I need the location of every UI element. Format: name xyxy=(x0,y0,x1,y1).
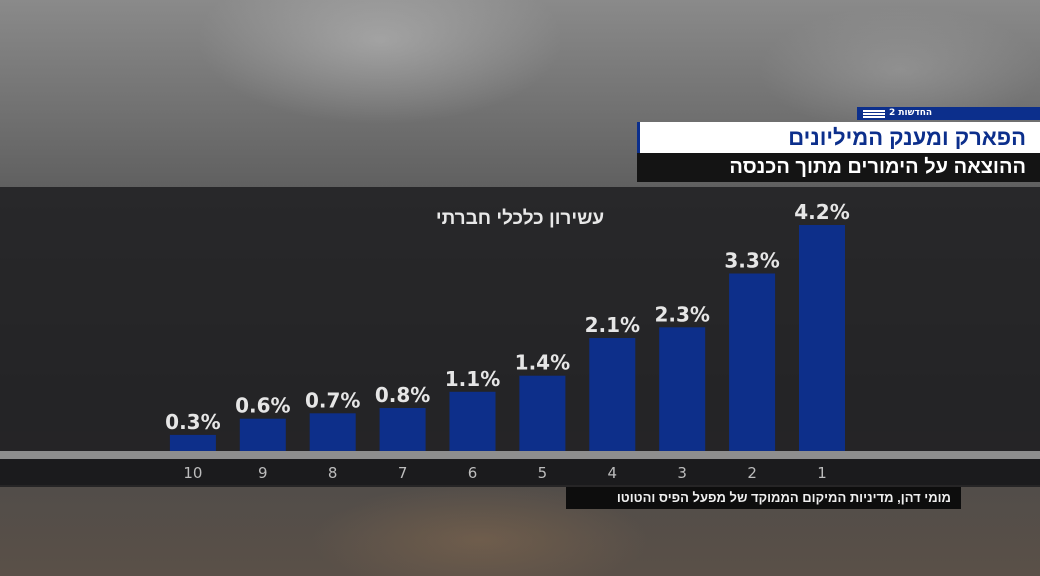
credit-box: מומי דהן, מדיניות המיקום הממוקד של מפעל … xyxy=(566,487,961,509)
tick-label-10: 10 xyxy=(183,464,202,482)
headline-box: הפארק ומענק המיליונים xyxy=(637,122,1040,153)
value-label-6: 1.1% xyxy=(445,367,500,391)
tick-label-7: 7 xyxy=(398,464,408,482)
x-axis-strip xyxy=(0,459,1040,485)
bar-10 xyxy=(169,434,216,451)
value-label-9: 0.6% xyxy=(235,394,290,418)
bar-7 xyxy=(379,408,426,451)
tick-label-4: 4 xyxy=(608,464,618,482)
brand-logo-icon xyxy=(863,110,885,118)
value-label-3: 2.3% xyxy=(654,302,709,326)
value-label-10: 0.3% xyxy=(165,410,220,434)
tick-label-9: 9 xyxy=(258,464,268,482)
bar-5 xyxy=(519,375,566,451)
bar-3 xyxy=(659,327,706,451)
value-label-7: 0.8% xyxy=(375,383,430,407)
value-label-8: 0.7% xyxy=(305,388,360,412)
subheadline-box: ההוצאה על הימורים מתוך הכנסה xyxy=(637,153,1040,182)
value-label-2: 3.3% xyxy=(724,249,779,273)
bar-4 xyxy=(589,338,636,451)
channel-brand: החדשות 2 xyxy=(857,107,1040,120)
tick-label-1: 1 xyxy=(817,464,827,482)
headline: הפארק ומענק המיליונים xyxy=(788,125,1026,150)
value-label-4: 2.1% xyxy=(585,313,640,337)
tick-label-5: 5 xyxy=(538,464,548,482)
bar-9 xyxy=(239,418,286,451)
subheadline: ההוצאה על הימורים מתוך הכנסה xyxy=(729,156,1026,178)
chart-title: עשירון כלכלי חברתי xyxy=(435,208,605,229)
bar-6 xyxy=(449,391,496,451)
tick-label-8: 8 xyxy=(328,464,338,482)
value-label-5: 1.4% xyxy=(515,351,570,375)
value-label-1: 4.2% xyxy=(794,200,849,224)
tick-label-3: 3 xyxy=(677,464,687,482)
bar-8 xyxy=(309,413,356,451)
bar-1 xyxy=(799,225,845,451)
tick-label-2: 2 xyxy=(747,464,757,482)
brand-label: החדשות 2 xyxy=(889,108,933,118)
credit-text: מומי דהן, מדיניות המיקום הממוקד של מפעל … xyxy=(616,490,951,505)
x-axis-line xyxy=(0,451,1040,459)
bar-2 xyxy=(729,273,776,451)
tick-label-6: 6 xyxy=(468,464,478,482)
